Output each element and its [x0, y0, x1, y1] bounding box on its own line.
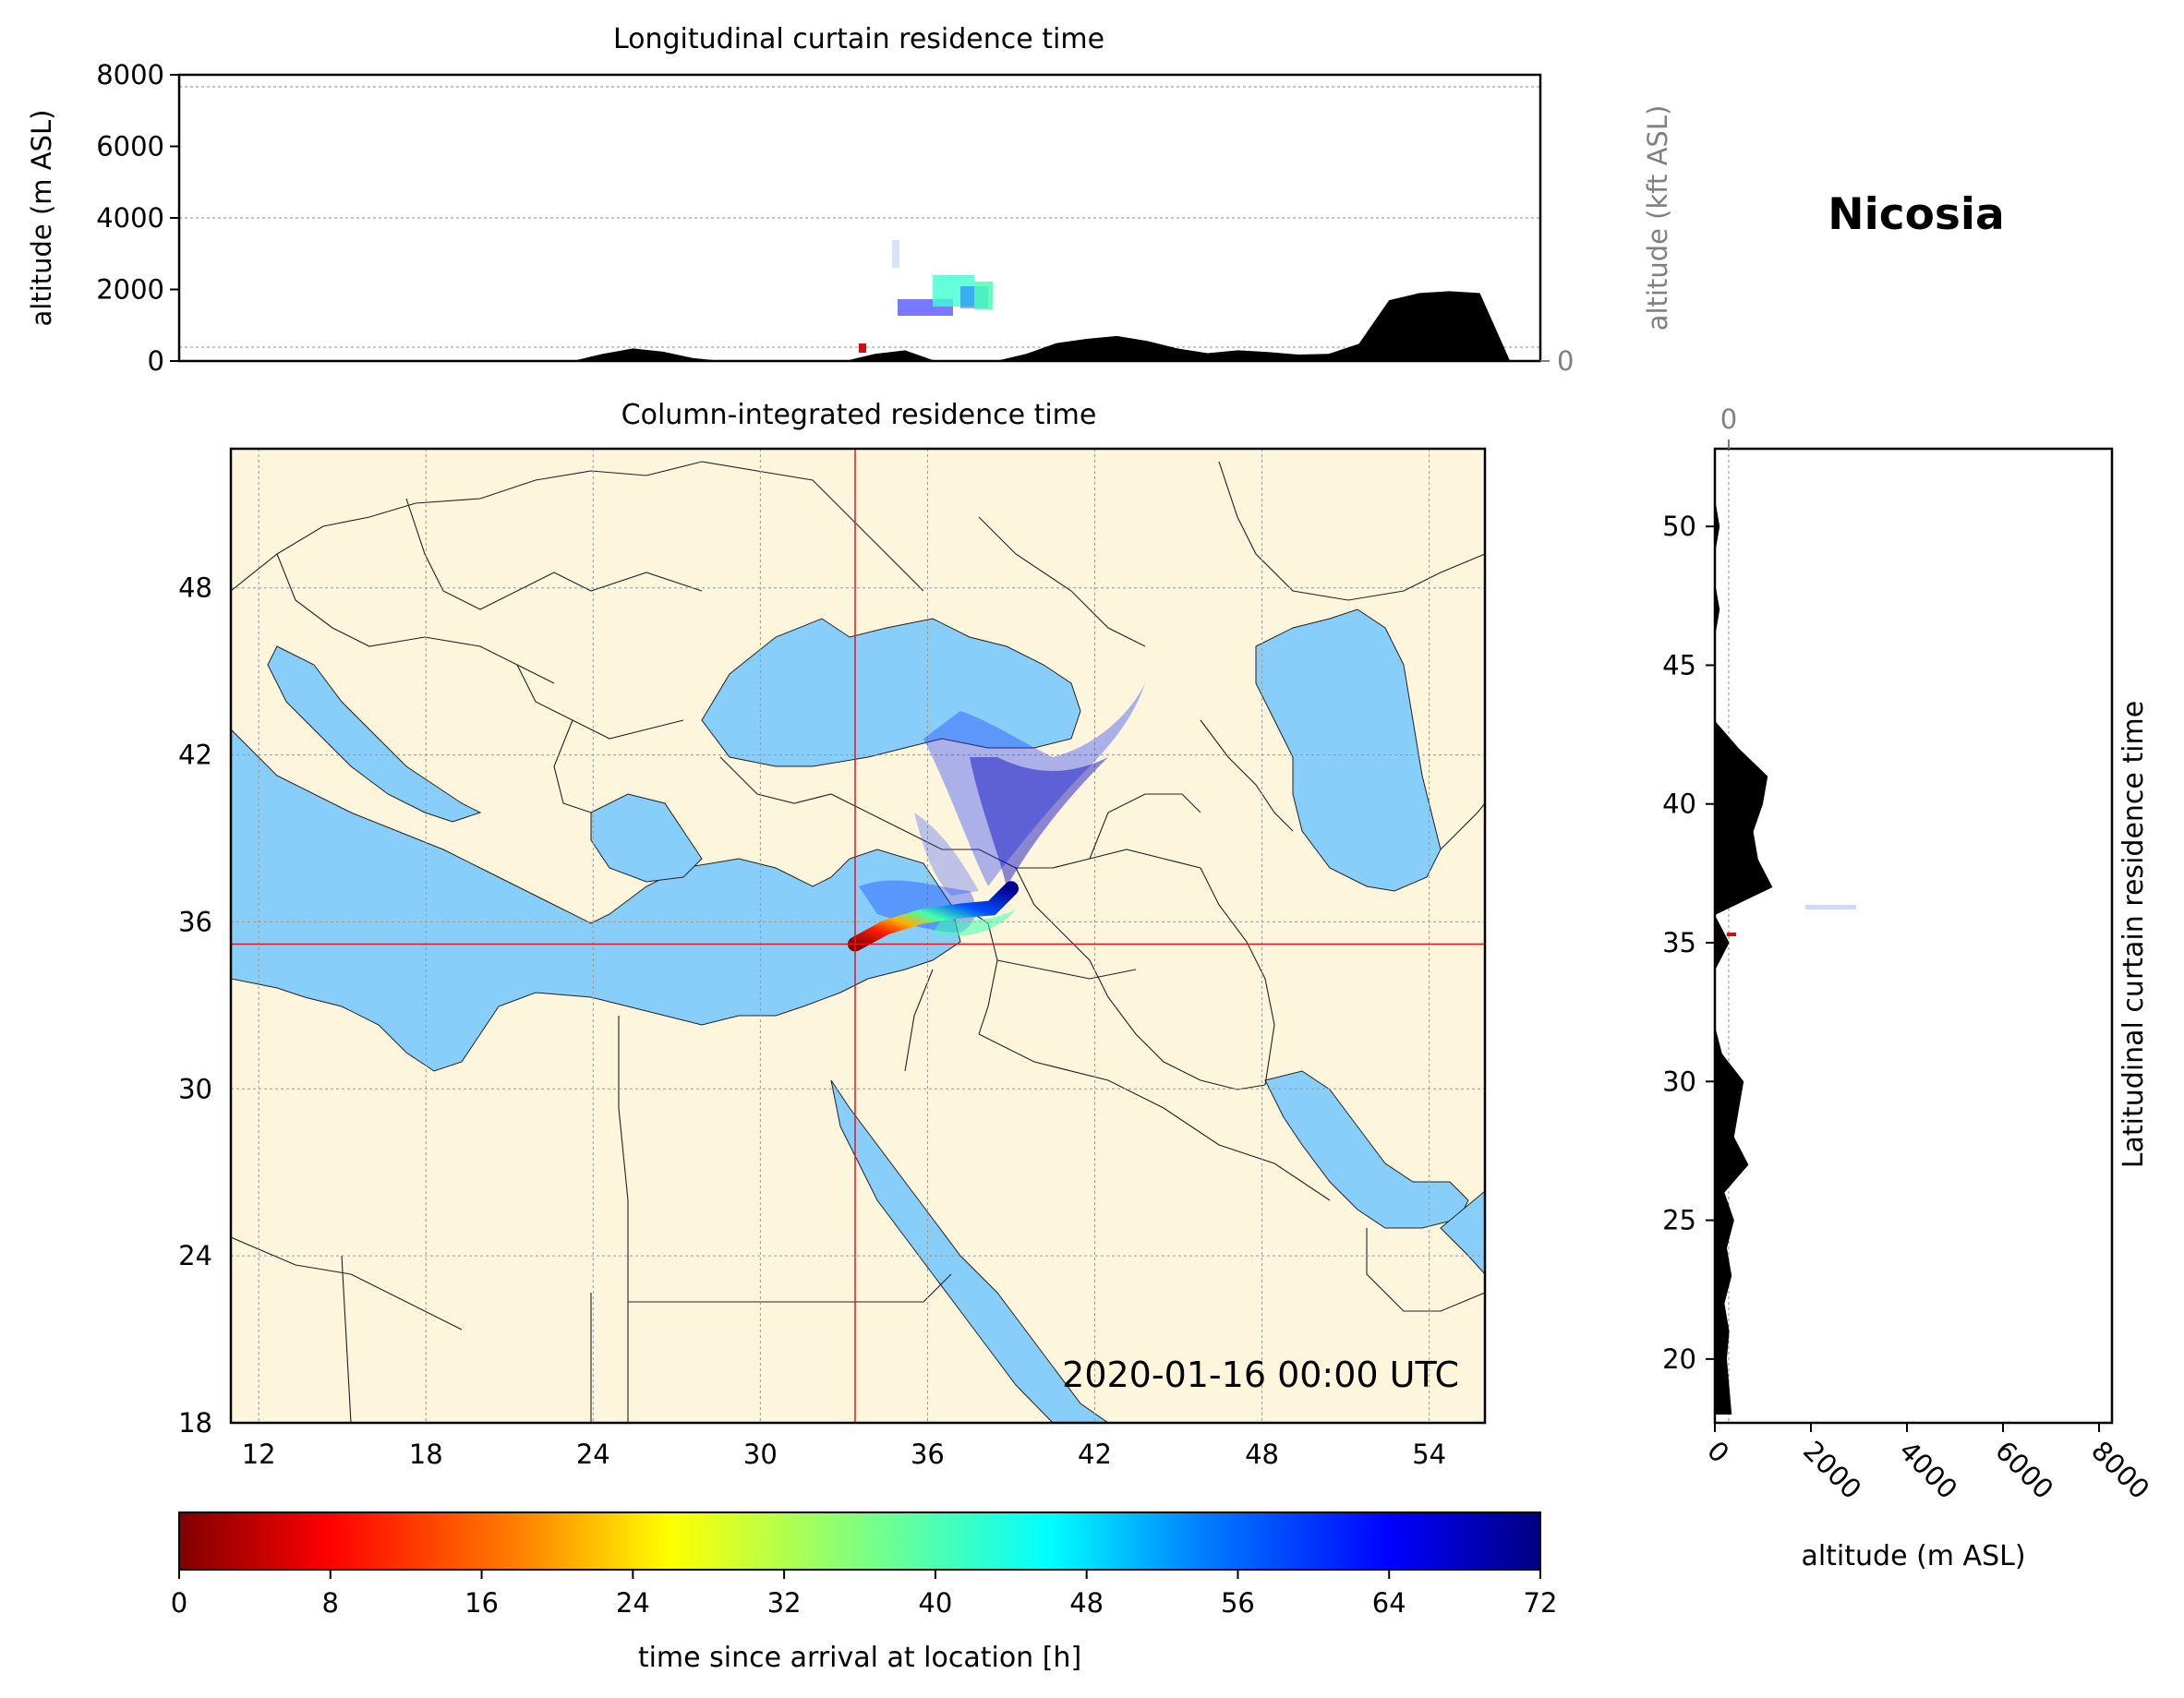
right-xtick-top-label: 0: [1720, 403, 1737, 435]
right-xtick-bottom-label: 4000: [1893, 1435, 1963, 1505]
column-integrated-map-panel: Column-integrated residence time: [178, 399, 1487, 1470]
map-ytick-label: 24: [178, 1240, 212, 1271]
colorbar-tick-label: 40: [918, 1587, 952, 1619]
aegean-sea: [590, 793, 703, 883]
map-ytick-label: 42: [178, 740, 212, 771]
map-ytick-label: 36: [178, 906, 212, 937]
map-xtick-label: 36: [911, 1439, 945, 1470]
sea-areas: [231, 608, 1485, 1423]
arabian-sea: [1440, 1190, 1485, 1275]
map-ytick-label: 48: [178, 572, 212, 604]
top-panel-title: Longitudinal curtain residence time: [613, 23, 1104, 55]
right-ytick-label: 40: [1662, 789, 1696, 820]
right-xtick-bottom-label: 8000: [2085, 1435, 2155, 1505]
top-ytick-left-label: 6000: [96, 131, 164, 163]
colorbar-label: time since arrival at location [h]: [638, 1642, 1081, 1674]
map-ytick-label: 18: [178, 1407, 212, 1439]
top-ytick-right-label: 0: [1557, 345, 1574, 377]
right-gridlines: [1728, 449, 1730, 1423]
colorbar-tick-label: 32: [767, 1587, 802, 1619]
map-ytick-label: 30: [178, 1073, 212, 1104]
top-ylabel-left: altitude (m ASL): [26, 110, 57, 327]
map-panel-title: Column-integrated residence time: [621, 399, 1097, 431]
top-ytick-left-label: 8000: [96, 59, 164, 90]
right-ytick-label: 25: [1662, 1205, 1696, 1236]
colorbar-ticks: 0 8 16 24 32 40 48 56 64 72: [171, 1570, 1558, 1619]
colorbar-tick-label: 16: [465, 1587, 499, 1619]
right-ytick-label: 30: [1662, 1066, 1696, 1097]
colorbar-tick-label: 56: [1221, 1587, 1255, 1619]
map-xtick-label: 30: [743, 1439, 778, 1470]
map-xtick-label: 42: [1078, 1439, 1112, 1470]
red-sea: [830, 1079, 1109, 1423]
top-ytick-left-label: 2000: [96, 274, 164, 306]
release-point-crosshair: [231, 449, 1485, 1423]
right-xtick-bottom-label: 2000: [1797, 1435, 1867, 1505]
right-ytick-label: 45: [1662, 649, 1696, 680]
colorbar-tick-label: 24: [616, 1587, 650, 1619]
latitudinal-terrain-profile: [1715, 449, 1773, 1415]
top-yticks-left: 0 2000 4000 6000 8000: [96, 59, 179, 377]
colorbar-tick-label: 64: [1372, 1587, 1406, 1619]
colorbar-tick-label: 48: [1069, 1587, 1104, 1619]
right-xtick-bottom-label: 6000: [1989, 1435, 2059, 1505]
colorbar-tick-label: 0: [171, 1587, 187, 1619]
colorbar-tick-label: 8: [322, 1587, 339, 1619]
adriatic-sea: [267, 645, 482, 823]
map-xtick-label: 24: [576, 1439, 610, 1470]
right-ytick-label: 35: [1662, 927, 1696, 958]
map-xtick-label: 18: [409, 1439, 443, 1470]
longitudinal-terrain-profile: [179, 291, 1540, 361]
right-xticks-bottom: 0 2000 4000 6000 8000: [1701, 1423, 2155, 1505]
colorbar-tick-label: 72: [1524, 1587, 1558, 1619]
map-xtick-label: 12: [242, 1439, 276, 1470]
timestamp-label: 2020-01-16 00:00 UTC: [1062, 1355, 1459, 1395]
location-title: Nicosia: [1828, 189, 2004, 240]
top-particle-band: [859, 240, 993, 353]
mediterranean-sea: [231, 729, 961, 1072]
map-gridlines: [231, 449, 1485, 1423]
map-xtick-label: 54: [1412, 1439, 1446, 1470]
right-xlabel: altitude (m ASL): [1801, 1540, 2025, 1572]
map-xtick-label: 48: [1245, 1439, 1279, 1470]
map-xticks: 12 18 24 30 36 42 48 54: [242, 1439, 1446, 1470]
top-ytick-left-label: 4000: [96, 202, 164, 234]
right-ytick-label: 50: [1662, 511, 1696, 542]
colorbar: 0 8 16 24 32 40 48 56 64 72 time since arrival at…: [171, 1511, 1558, 1674]
right-yticks: 20 25 30 35 40 45 50: [1662, 511, 1715, 1375]
right-xticks-top: 050100: [1720, 403, 1737, 449]
top-ytick-left-label: 0: [148, 345, 164, 377]
top-ylabel-right: altitude (kft ASL): [1642, 105, 1673, 331]
right-ylabel: Latitudinal curtain residence time: [2118, 701, 2150, 1168]
top-yticks-right: 050100: [1540, 345, 1574, 377]
residence-time-plume: [848, 683, 1145, 952]
black-sea: [701, 618, 1081, 767]
map-canvas[interactable]: 2020-01-16 00:00 UTC: [231, 449, 1485, 1423]
country-borders: [231, 461, 1485, 1423]
longitudinal-curtain-panel: Longitudinal curtain residence time alti…: [26, 23, 1673, 377]
map-yticks: 18 24 30 36 42 48: [178, 572, 212, 1439]
right-xtick-bottom-label: 0: [1701, 1435, 1735, 1469]
plume-core: [848, 881, 1019, 952]
right-ytick-label: 20: [1662, 1343, 1696, 1375]
caspian-sea: [1255, 608, 1442, 892]
colorbar-gradient: [178, 1511, 1541, 1571]
